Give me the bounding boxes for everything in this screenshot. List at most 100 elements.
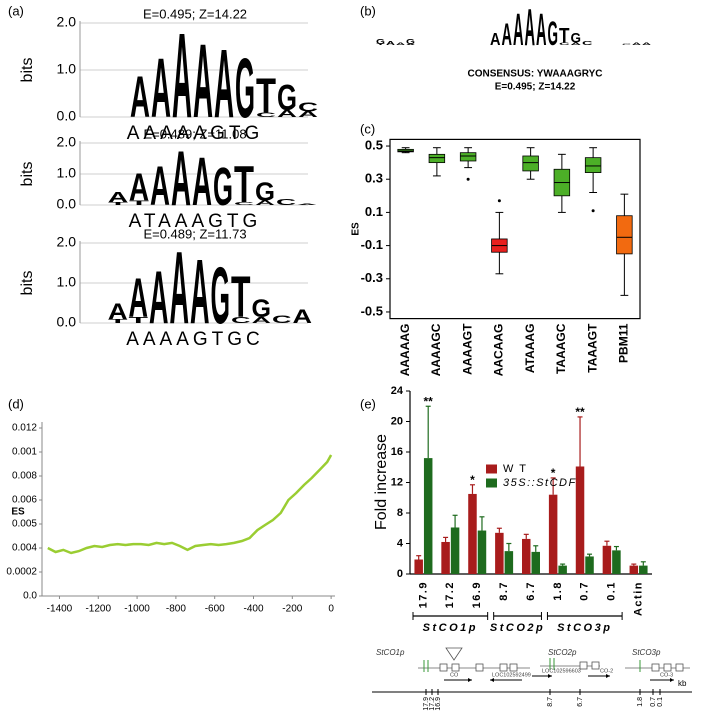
logo-letter: T (108, 201, 129, 206)
bar (639, 565, 648, 574)
exon (579, 661, 588, 670)
x-tick-label: AACAAG (492, 324, 506, 377)
box (522, 155, 539, 172)
arrowhead (490, 678, 494, 682)
bar (575, 466, 585, 574)
panel-label: (e) (360, 396, 376, 411)
y-axis-label: ES (11, 507, 25, 518)
logo-letter: A (396, 42, 405, 46)
logo-letter: C (231, 316, 251, 325)
y-tick-label: 2.0 (57, 134, 77, 150)
exon (651, 663, 660, 672)
y-tick-label: 2.0 (57, 14, 77, 30)
x-tick-label: -400 (243, 604, 263, 615)
exon (439, 663, 448, 672)
bar (423, 458, 433, 574)
x-tick-label: 17.2 (444, 581, 456, 608)
y-tick-label: 0.3 (365, 171, 383, 186)
consensus-stats: E=0.495; Z=14.22 (495, 82, 576, 93)
y-tick-label: 0.0 (57, 314, 77, 330)
y-tick-label: 2.0 (57, 234, 77, 250)
map-position: 0.7 (650, 697, 657, 707)
y-tick-label: 0.1 (365, 204, 383, 219)
logo-stats: E=0.489; Z=11.73 (143, 226, 246, 241)
logo-letter: G (406, 38, 415, 45)
legend-label: 35S::StCDF (503, 477, 577, 489)
bar (504, 551, 514, 574)
outlier (466, 177, 470, 181)
logo-letter: C (272, 314, 292, 326)
bar (495, 532, 504, 574)
y-tick-label: 0.006 (12, 495, 37, 506)
logo-letter: G (255, 177, 275, 206)
logo-letter: A (214, 30, 234, 139)
y-axis-label: Fold increase (373, 434, 390, 530)
logo-letter: A (150, 156, 170, 218)
logo-letter: G (277, 78, 297, 118)
panel-label: (a) (8, 3, 24, 18)
x-tick-label: 6.7 (525, 581, 537, 601)
x-tick-label: TAAAGC (554, 323, 568, 374)
y-tick-label: 0.001 (12, 447, 37, 458)
logo-letter: A (130, 64, 150, 130)
gene-label: CO (450, 672, 459, 678)
x-tick-label: AAAAAG (398, 324, 412, 377)
y-tick-label: 20 (391, 415, 403, 427)
logo-sequence: AAAAGTGC (126, 329, 264, 350)
logo-letter: G (213, 158, 233, 218)
bar (612, 550, 621, 574)
logo-letter: A (293, 306, 313, 328)
y-tick-label: 1.0 (57, 274, 77, 290)
logo-letter: G (211, 249, 231, 340)
logo-letter: A (190, 242, 210, 343)
arrowhead (670, 678, 674, 682)
y-tick-label: 0.0 (23, 591, 37, 602)
y-axis-label: bits (19, 271, 36, 296)
map-position: 16.9 (435, 697, 442, 711)
logo-letter: A (108, 300, 128, 325)
x-tick-label: 16.9 (471, 581, 483, 608)
logo-letter: A (490, 30, 501, 49)
x-tick-label: 1.8 (552, 581, 564, 601)
logo-letter: C (582, 41, 593, 47)
logo-letter: A (386, 41, 395, 47)
y-tick-label: 1.0 (57, 61, 77, 77)
arrowhead (548, 674, 552, 678)
y-tick-label: 1.0 (57, 165, 77, 181)
y-axis-label: ES (351, 222, 362, 236)
bar (602, 545, 612, 574)
logo-letter: A (151, 42, 171, 136)
y-tick-label: 0.004 (12, 543, 37, 554)
gene-label: LOC102592499 (492, 672, 531, 678)
logo-sequence: ATAAAGTG (129, 211, 262, 232)
logo-letter: T (129, 316, 149, 325)
logo-letter: A (170, 230, 190, 345)
significance: * (551, 466, 556, 480)
y-tick-label: 16 (391, 446, 403, 458)
logo-letter: T (559, 24, 570, 47)
logo-letter: A (525, 0, 536, 57)
logo-letter: A (406, 43, 416, 45)
y-tick-label: -0.5 (361, 303, 383, 318)
x-tick-label: 0.7 (579, 581, 591, 601)
logo-letter: C (234, 201, 254, 206)
y-tick-label: 0.005 (12, 519, 37, 530)
y-axis-label: bits (19, 162, 36, 187)
bar (450, 527, 460, 574)
logo-letter: A (502, 18, 513, 52)
bar (468, 493, 477, 574)
logo-letter: A (571, 42, 582, 46)
logo-letter: T (108, 318, 129, 324)
logo-letter: T (129, 199, 150, 206)
x-tick-label: 0 (328, 604, 334, 615)
panel-label: (c) (360, 121, 375, 136)
y-tick-label: 0 (397, 568, 403, 580)
x-tick-label: Actin (632, 581, 644, 616)
arrowhead (606, 674, 610, 678)
logo-letter: T (231, 265, 251, 330)
x-tick-label: AAAAGC (429, 323, 443, 376)
logo-letter: A (642, 42, 651, 46)
y-tick-label: 8 (397, 507, 403, 519)
logo-stats: E=0.489; Z=11.08 (143, 126, 246, 141)
